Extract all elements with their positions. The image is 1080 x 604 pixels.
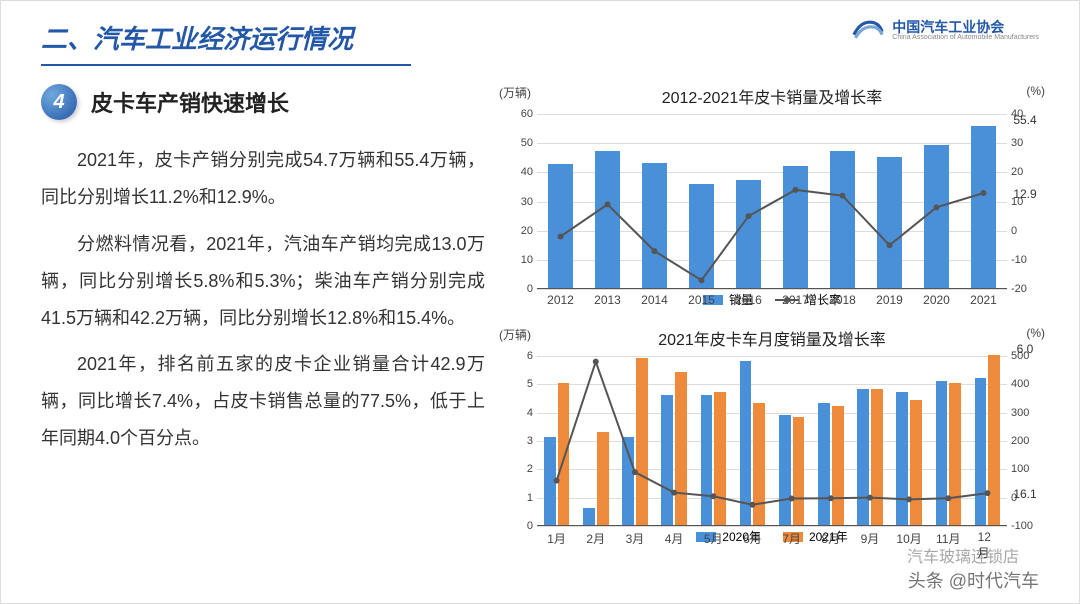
paragraph: 分燃料情况看，2021年，汽油车产销均完成13.0万辆，同比分别增长5.8%和5… (41, 226, 485, 337)
section-number-badge: 4 (41, 84, 77, 120)
y1-unit: (万辆) (499, 84, 531, 101)
chart-title: 2012-2021年皮卡销量及增长率 (495, 84, 1049, 108)
y2-unit: (%) (1026, 84, 1045, 98)
paragraph: 2021年，排名前五家的皮卡企业销量合计42.9万辆，同比增长7.4%，占皮卡销… (41, 346, 485, 457)
y2-unit: (%) (1026, 326, 1045, 340)
monthly-sales-chart: (万辆) 2021年皮卡车月度销量及增长率 (%) 0123456-100010… (495, 326, 1049, 558)
chart-legend: 销量 增长率 (495, 291, 1049, 308)
watermark-source: 头条 @时代汽车 (908, 567, 1039, 593)
watermark-overlay: 汽车玻璃连锁店 (907, 543, 1019, 567)
caam-logo-icon (852, 19, 884, 41)
paragraph: 2021年，皮卡产销分别完成54.7万辆和55.4万辆，同比分别增长11.2%和… (41, 142, 485, 216)
page-title: 二、汽车工业经济运行情况 (41, 19, 353, 56)
org-name-en: China Association of Automobile Manufact… (892, 34, 1039, 41)
annual-sales-chart: (万辆) 2012-2021年皮卡销量及增长率 (%) 010203040506… (495, 84, 1049, 320)
section-title: 皮卡车产销快速增长 (91, 86, 289, 118)
org-name-cn: 中国汽车工业协会 (892, 20, 1039, 34)
org-logo: 中国汽车工业协会 China Association of Automobile… (852, 19, 1039, 41)
y1-unit: (万辆) (499, 326, 531, 343)
chart-title: 2021年皮卡车月度销量及增长率 (495, 326, 1049, 350)
